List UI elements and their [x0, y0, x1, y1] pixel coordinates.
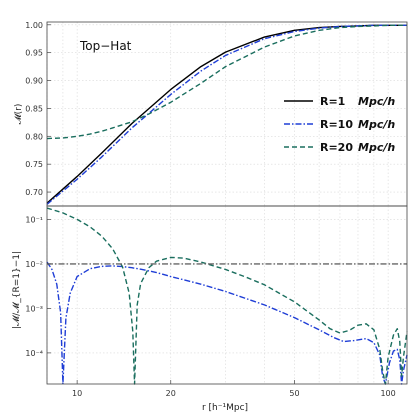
- top-panel: 0.70 0.75 0.80 0.85 0.90 0.95 1.00 Top−Hat 𝓜(r…: [14, 21, 408, 207]
- top-y-tick-label: 0.75: [25, 160, 43, 169]
- bottom-y-tick-label: 10⁻²: [25, 260, 43, 269]
- legend-label: R=10: [320, 118, 353, 131]
- x-axis-label: r [h⁻¹Mpc]: [202, 403, 248, 413]
- bottom-series: [46, 207, 408, 385]
- legend-unit: Mpc/h: [358, 95, 395, 108]
- bottom-x-ticks: 10 20 50 100: [72, 380, 396, 398]
- top-y-tick-label: 0.90: [25, 77, 43, 86]
- bottom-y-tick-label: 10⁻⁴: [25, 349, 43, 358]
- x-tick-label: 100: [380, 389, 395, 398]
- legend-unit: Mpc/h: [358, 118, 395, 131]
- legend-unit: Mpc/h: [358, 141, 395, 154]
- bottom-y-tick-label: 10⁻¹: [25, 215, 43, 224]
- top-y-tick-label: 0.85: [25, 104, 43, 113]
- top-series-r-10: [46, 24, 407, 205]
- x-tick-label: 10: [72, 389, 82, 398]
- bottom-series-r-10: [46, 261, 408, 385]
- bottom-y-ticks: 10⁻⁴ 10⁻³ 10⁻² 10⁻¹: [25, 215, 51, 358]
- top-series: [46, 24, 407, 205]
- top-series-r-20: [46, 24, 407, 140]
- bottom-series-r-20: [46, 207, 408, 385]
- bottom-y-tick-label: 10⁻³: [25, 304, 43, 313]
- top-y-tick-label: 0.95: [25, 49, 43, 58]
- bottom-plot-frame: [46, 205, 408, 385]
- top-y-tick-label: 0.70: [25, 188, 43, 197]
- bottom-panel: 10⁻⁴ 10⁻³ 10⁻² 10⁻¹ 10 20 50 100 |𝓜/𝓜_{R=1}−1|…: [12, 205, 408, 413]
- top-y-tick-label: 0.80: [25, 132, 43, 141]
- legend-label: R=20: [320, 141, 353, 154]
- top-y-ticks: 0.70 0.75 0.80 0.85 0.90 0.95 1.00: [25, 21, 51, 197]
- legend-label: R=1: [320, 95, 345, 108]
- top-y-axis-label: 𝓜(r): [14, 104, 24, 125]
- bottom-y-axis-label: |𝓜/𝓜_{R=1}−1|: [12, 251, 22, 329]
- legend: R=1 Mpc/h R=10 Mpc/h R=20 Mpc/h: [284, 95, 395, 154]
- bottom-grid: [46, 206, 407, 384]
- top-y-tick-label: 1.00: [25, 21, 43, 30]
- panel-annotation: Top−Hat: [79, 39, 132, 53]
- x-tick-label: 50: [289, 389, 299, 398]
- x-tick-label: 20: [166, 389, 176, 398]
